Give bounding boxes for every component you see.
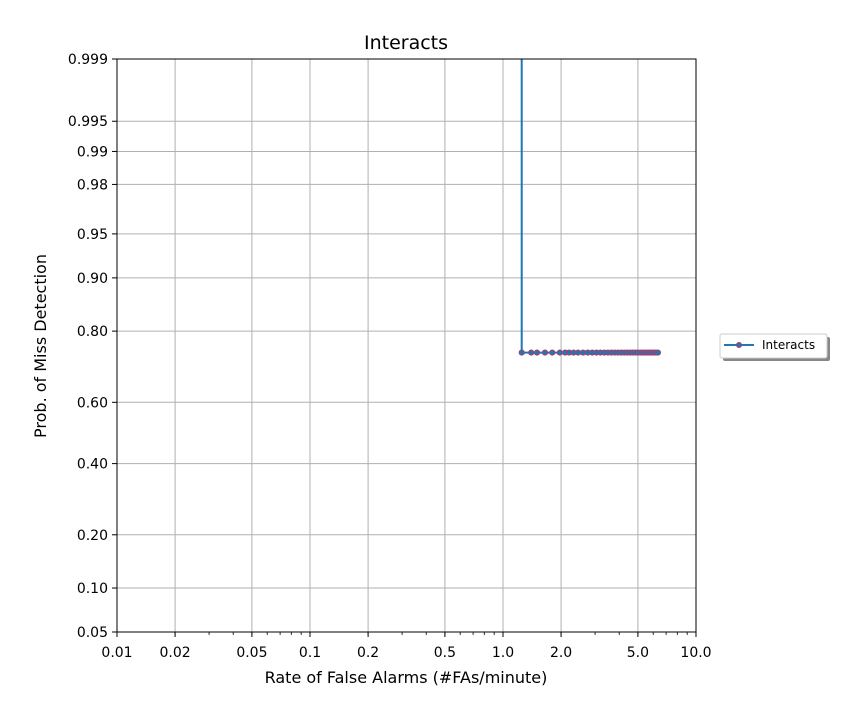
chart-title: Interacts [364, 32, 448, 54]
y-tick-label: 0.20 [77, 528, 108, 544]
x-axis: 0.01 0.02 0.05 0.1 0.2 0.5 1.0 2.0 5.0 10.0 [101, 632, 712, 661]
x-axis-label: Rate of False Alarms (#FAs/minute) [265, 668, 548, 687]
data-point [556, 349, 563, 356]
y-tick-label: 0.05 [77, 625, 108, 641]
data-point [575, 349, 582, 356]
data-point [549, 349, 556, 356]
y-tick-label: 0.60 [77, 395, 108, 411]
y-tick-label: 0.95 [77, 227, 108, 243]
x-tick-label: 0.2 [357, 645, 379, 661]
y-tick-label: 0.80 [77, 324, 108, 340]
y-tick-label: 0.90 [77, 271, 108, 287]
plot-frame [116, 58, 697, 633]
x-tick-label: 5.0 [627, 645, 649, 661]
grid-lines [116, 58, 697, 633]
x-tick-label: 0.05 [236, 645, 267, 661]
x-tick-label: 2.0 [550, 645, 572, 661]
data-point [528, 349, 535, 356]
y-tick-label: 0.98 [77, 177, 108, 193]
x-tick-label: 10.0 [680, 645, 711, 661]
y-tick-label: 0.40 [77, 457, 108, 473]
data-point [518, 349, 525, 356]
y-tick-label: 0.999 [68, 52, 108, 68]
y-tick-label: 0.995 [68, 114, 108, 130]
y-tick-label: 0.99 [77, 144, 108, 160]
x-tick-label: 0.1 [299, 645, 321, 661]
data-point [533, 349, 541, 356]
x-tick-label: 0.02 [160, 645, 191, 661]
y-axis-label: Prob. of Miss Detection [31, 254, 50, 438]
legend-box [719, 333, 828, 359]
y-axis: 0.05 0.10 0.20 0.40 0.60 0.80 0.90 0.95 0.98 0.99… [68, 52, 117, 641]
x-tick-label: 1.0 [492, 645, 514, 661]
y-tick-label: 0.10 [77, 581, 108, 597]
legend-marker-interacts [736, 342, 742, 348]
data-point [541, 349, 549, 356]
data-point [654, 349, 661, 356]
series-layer [518, 59, 661, 356]
legend-label-interacts: Interacts [762, 338, 815, 352]
x-tick-label: 0.5 [434, 645, 456, 661]
x-tick-label: 0.01 [101, 645, 132, 661]
legend: Interacts [719, 333, 830, 361]
